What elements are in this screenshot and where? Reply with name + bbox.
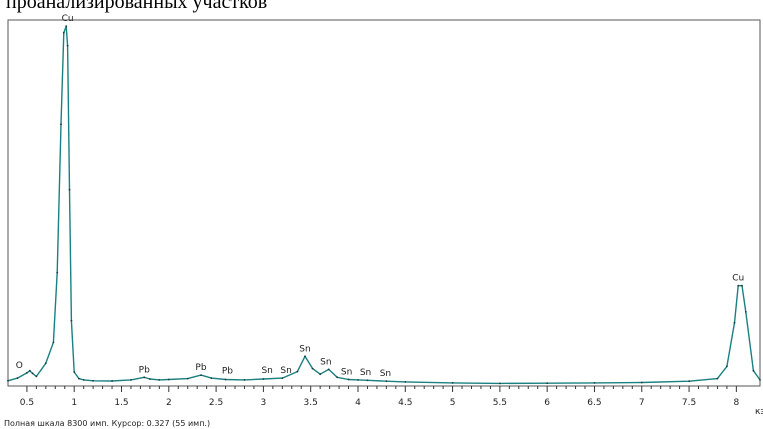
spectrum-point xyxy=(744,311,747,313)
spectrum-point xyxy=(224,378,227,381)
x-tick-label: 6 xyxy=(544,398,550,408)
spectrum-point xyxy=(82,379,85,381)
spectrum-point xyxy=(66,44,69,47)
peak-label: Sn xyxy=(280,366,291,376)
spectrum-point xyxy=(366,379,369,382)
spectrum-point xyxy=(243,379,246,381)
peak-label: Cu xyxy=(62,14,74,24)
x-tick-label: 0.5 xyxy=(20,398,34,408)
peak-label: Cu xyxy=(732,274,744,284)
spectrum-point xyxy=(304,355,306,358)
x-tick-label: 7.5 xyxy=(682,398,696,408)
peak-label: Sn xyxy=(299,344,310,354)
x-tick-label: 2 xyxy=(166,398,172,408)
x-tick-label: 2.5 xyxy=(209,398,223,408)
spectrum-point xyxy=(7,379,9,382)
spectrum-point xyxy=(56,271,59,274)
spectrum-point xyxy=(78,377,80,380)
spectrum-point xyxy=(68,188,71,191)
spectrum-point xyxy=(311,367,314,370)
spectrum-point xyxy=(716,377,719,380)
spectrum-point xyxy=(262,378,265,380)
peak-labels: O Cu Pb Pb Pb Sn Sn Sn Sn Sn Sn Sn Cu xyxy=(16,14,744,379)
x-tick-label: 3 xyxy=(261,398,267,408)
spectrum-point xyxy=(546,382,549,385)
spectrum-point xyxy=(404,381,407,383)
spectrum-point xyxy=(593,382,596,384)
spectrum-point xyxy=(741,284,743,287)
peak-label: O xyxy=(16,361,23,371)
spectrum-point xyxy=(28,369,31,372)
peak-label: Sn xyxy=(380,369,391,379)
spectrum-point xyxy=(111,380,113,382)
x-axis-ticks: 0.5 1 1.5 2 2.5 3 3.5 4 4.5 5 5.5 6 6.5 7 7.5 8 xyxy=(20,386,739,408)
spectrum-point xyxy=(62,31,65,34)
spectrum-point xyxy=(336,376,339,379)
spectrum-point xyxy=(733,321,736,324)
x-tick-label: 8 xyxy=(733,398,739,408)
spectrum-point xyxy=(296,370,299,373)
spectrum-point xyxy=(499,382,501,385)
spectrum-point xyxy=(385,380,388,383)
spectrum-point xyxy=(31,372,34,375)
x-tick-label: 1 xyxy=(71,398,77,408)
peak-label: Pb xyxy=(222,367,233,377)
spectrum-point xyxy=(60,123,62,126)
x-tick-label: 1.5 xyxy=(114,398,128,408)
peak-label: Pb xyxy=(139,365,150,375)
x-tick-label: 4 xyxy=(355,398,361,408)
spectrum-point xyxy=(640,381,643,384)
spectrum-point xyxy=(35,375,38,378)
spectrum-point xyxy=(281,377,284,379)
spectrum-point xyxy=(210,377,213,379)
x-tick-label: 4.5 xyxy=(398,398,412,408)
spectrum-point xyxy=(73,371,76,373)
peak-label: Sn xyxy=(341,367,352,377)
spectrum-point xyxy=(327,368,330,371)
spectrum-point xyxy=(143,376,146,379)
x-tick-label: 5 xyxy=(450,398,456,408)
x-tick-label: 7 xyxy=(639,398,645,408)
x-axis-unit-label: кэ xyxy=(755,407,763,417)
spectrum-point xyxy=(186,377,189,380)
spectrum-point xyxy=(70,319,73,322)
spectrum-point xyxy=(200,374,202,376)
x-tick-label: 3.5 xyxy=(304,398,318,408)
series-group xyxy=(7,25,761,385)
x-tick-label: 5.5 xyxy=(493,398,507,408)
spectrum-point xyxy=(149,378,151,380)
spectrum-point xyxy=(347,378,350,381)
spectrum-point xyxy=(688,380,690,383)
peak-label: Sn xyxy=(261,366,272,376)
peak-label: Sn xyxy=(360,368,371,378)
spectrum-point xyxy=(16,377,19,379)
spectrum-point xyxy=(759,379,761,381)
spectrum-point xyxy=(52,341,55,344)
peak-label: Sn xyxy=(320,357,331,367)
spectrum-point xyxy=(737,284,740,287)
status-bar-text: Полная шкала 8300 имп. Курсор: 0.327 (55… xyxy=(4,419,210,428)
spectrum-point xyxy=(451,382,454,384)
spectrum-point xyxy=(92,379,94,382)
spectrum-point xyxy=(44,362,47,365)
spectrum-point xyxy=(26,372,28,374)
spectrum-point xyxy=(357,379,359,381)
spectrum-point xyxy=(167,378,170,381)
plot-frame xyxy=(7,19,761,387)
spectrum-point xyxy=(319,373,322,376)
spectrum-point xyxy=(726,365,728,368)
spectrum-point xyxy=(752,369,755,372)
x-tick-label: 6.5 xyxy=(587,398,601,408)
spectrum-point xyxy=(158,379,161,381)
spectrum-point xyxy=(130,379,132,381)
caption-text: проанализированных участков xyxy=(6,0,268,13)
spectrum-point xyxy=(65,25,68,28)
peak-label: Pb xyxy=(195,363,206,373)
